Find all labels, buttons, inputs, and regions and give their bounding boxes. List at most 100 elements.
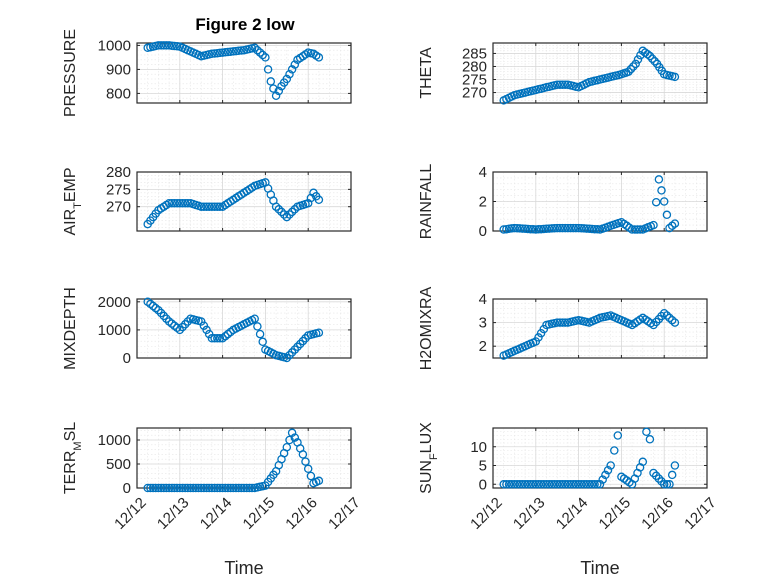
data-point [231, 483, 241, 493]
data-point [624, 67, 633, 76]
data-point [167, 319, 177, 328]
data-point [665, 223, 674, 233]
data-point [285, 435, 294, 445]
y-tick-label: 2000 [98, 294, 131, 311]
data-point [282, 212, 292, 222]
data-point [531, 225, 541, 234]
y-axis-label: H2OMIXRA [418, 286, 435, 370]
y-tick-label: 5 [479, 458, 487, 475]
data-point [550, 480, 559, 489]
data-point [667, 315, 677, 325]
data-point [539, 480, 549, 489]
data-point [558, 80, 567, 89]
data-point [215, 334, 225, 343]
data-point [178, 198, 187, 208]
data-point [587, 480, 597, 489]
data-point [630, 225, 640, 234]
data-point [234, 483, 243, 493]
data-point [523, 224, 533, 234]
data-point [579, 480, 589, 489]
data-point [202, 325, 211, 335]
data-point [670, 72, 680, 82]
data-point [499, 225, 508, 234]
data-point [162, 314, 171, 323]
data-point [143, 483, 152, 493]
data-point [183, 317, 193, 326]
data-point [162, 483, 171, 493]
data-point [534, 333, 543, 342]
data-point [569, 223, 578, 233]
data-point [221, 483, 230, 493]
data-point [154, 483, 163, 493]
y-tick-label: 285 [462, 45, 487, 62]
data-point [613, 431, 623, 440]
axes-border [492, 42, 708, 104]
data-point [215, 202, 225, 211]
data-point [287, 348, 297, 357]
data-point [566, 223, 575, 233]
axes-border [136, 427, 352, 489]
data-point [194, 483, 203, 493]
panel-terr-msl: 0 500 1000 TERRMSL 12/12 12/13 12/14 12/15 12/16… [62, 422, 364, 578]
data-point [237, 483, 246, 493]
data-point [245, 483, 254, 493]
data-point [314, 53, 324, 62]
axes-border [136, 42, 352, 104]
data-point [261, 53, 270, 62]
data-point [159, 41, 169, 50]
data-point [213, 202, 222, 211]
panel-pressure: 800 900 1000 PRESSURE [62, 29, 352, 117]
data-point [649, 468, 658, 478]
data-point [188, 483, 198, 493]
data-point [520, 480, 530, 489]
data-point [574, 480, 583, 489]
data-point [290, 433, 300, 442]
data-point [563, 480, 573, 489]
data-point [598, 475, 607, 484]
axes-border [136, 171, 352, 232]
data-point [237, 46, 246, 55]
data-point [167, 483, 177, 493]
data-point [210, 202, 219, 211]
data-point [542, 224, 551, 234]
data-point [253, 45, 262, 55]
data-point [649, 220, 658, 230]
data-point [156, 483, 166, 493]
data-point [290, 60, 300, 69]
y-axis-label: SUNFLUX [418, 422, 440, 494]
data-point [199, 483, 209, 493]
data-point [282, 74, 292, 84]
data-point [593, 225, 602, 234]
data-point [520, 224, 530, 234]
data-point [667, 470, 677, 480]
data-point [156, 41, 166, 50]
data-point [667, 221, 677, 231]
data-point [610, 446, 619, 455]
x-tick-label: 12/14 [553, 494, 592, 533]
data-point [651, 197, 661, 207]
data-point [585, 480, 594, 489]
data-point [204, 329, 214, 339]
data-point [207, 202, 217, 211]
data-point [287, 65, 297, 74]
data-point [175, 198, 185, 208]
data-point [536, 224, 546, 234]
y-tick-label: 500 [106, 456, 131, 473]
data-point [563, 223, 573, 233]
data-point [502, 480, 511, 489]
y-tick-label: 1000 [98, 432, 131, 449]
data-point [670, 318, 680, 327]
data-point [659, 308, 669, 318]
data-point [670, 461, 680, 470]
data-point [159, 311, 169, 321]
panel-rainfall: 0 2 4 RAINFALL [418, 164, 708, 240]
data-point [164, 41, 174, 50]
data-point [555, 480, 565, 489]
data-point [526, 480, 535, 489]
data-point [590, 224, 599, 234]
data-point [306, 193, 316, 203]
data-point [547, 224, 557, 233]
data-point [290, 345, 300, 354]
